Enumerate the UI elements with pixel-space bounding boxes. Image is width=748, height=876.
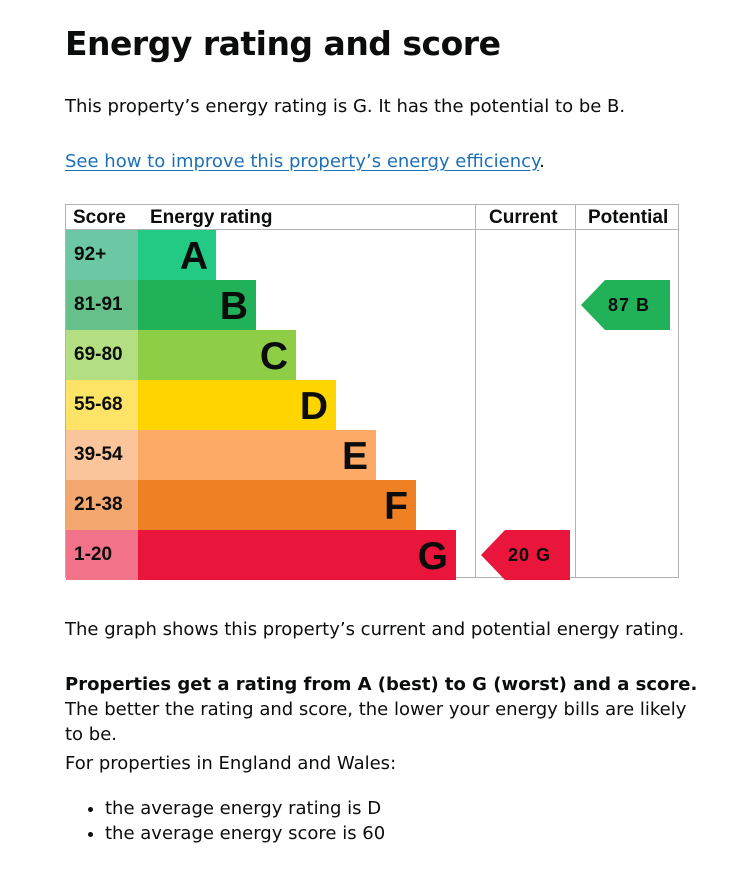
current-rating-arrow-label: 20 G (508, 545, 552, 565)
band-score-range: 21-38 (66, 480, 138, 530)
average-intro: For properties in England and Wales: (65, 753, 397, 774)
current-rating-arrow: 20 G (481, 530, 570, 580)
band-letter: B (219, 285, 248, 328)
divider-current (475, 205, 476, 577)
band-score-range: 55-68 (66, 380, 138, 430)
potential-rating-arrow-label: 87 B (608, 295, 651, 315)
band-letter: F (384, 485, 408, 528)
band-bar-d: D (138, 380, 336, 430)
score-column-header: Score (73, 207, 126, 228)
band-letter: A (179, 235, 208, 278)
improve-link-paragraph: See how to improve this property’s energ… (65, 149, 545, 174)
band-score-range: 69-80 (66, 330, 138, 380)
average-score-item: the average energy score is 60 (105, 821, 385, 846)
band-bar-b: B (138, 280, 256, 330)
potential-rating-arrow: 87 B (581, 280, 670, 330)
band-score-range: 39-54 (66, 430, 138, 480)
rating-explanation-rest: The better the rating and score, the low… (65, 699, 687, 745)
band-bar-g: G (138, 530, 456, 580)
band-row-b: 81-91 B (66, 280, 678, 330)
band-row-c: 69-80 C (66, 330, 678, 380)
band-bar-f: F (138, 480, 416, 530)
band-bar-c: C (138, 330, 296, 380)
band-score-range: 81-91 (66, 280, 138, 330)
current-rating-arrow-polygon (481, 530, 570, 580)
potential-column-header: Potential (588, 207, 669, 228)
band-row-e: 39-54 E (66, 430, 678, 480)
band-letter: G (417, 535, 448, 578)
rating-explanation: Properties get a rating from A (best) to… (65, 672, 705, 747)
improve-efficiency-link[interactable]: See how to improve this property’s energ… (65, 151, 540, 172)
band-bar-a: A (138, 230, 216, 280)
link-suffix: . (539, 151, 545, 172)
current-column-header: Current (489, 207, 558, 228)
page-title: Energy rating and score (65, 24, 501, 63)
band-row-g: 1-20 G (66, 530, 678, 580)
potential-rating-arrow-shape (581, 280, 670, 330)
divider-potential (575, 205, 576, 577)
band-row-d: 55-68 D (66, 380, 678, 430)
band-letter: C (259, 335, 288, 378)
band-score-range: 92+ (66, 230, 138, 280)
rating-bands: 92+ A 81-91 B 69-80 C 55-68 D 39-54 E 21-38 F 1-20 G 2… (66, 230, 678, 580)
graph-description: The graph shows this property’s current … (65, 619, 685, 640)
band-score-range: 1-20 (66, 530, 138, 580)
potential-rating-arrow-polygon (581, 280, 670, 330)
current-rating-arrow-shape (481, 530, 570, 580)
averages-list: the average energy rating is D the avera… (65, 796, 385, 846)
energy-rating-column-header: Energy rating (150, 207, 273, 228)
energy-rating-chart: Score Energy rating Current Potential 92… (65, 204, 679, 580)
band-letter: D (299, 385, 328, 428)
rating-summary: This property’s energy rating is G. It h… (65, 96, 626, 117)
band-bar-e: E (138, 430, 376, 480)
band-row-f: 21-38 F (66, 480, 678, 530)
average-rating-item: the average energy rating is D (105, 796, 385, 821)
rating-explanation-bold: Properties get a rating from A (best) to… (65, 674, 698, 695)
header-divider (66, 229, 678, 230)
band-row-a: 92+ A (66, 230, 678, 280)
band-letter: E (341, 435, 368, 478)
